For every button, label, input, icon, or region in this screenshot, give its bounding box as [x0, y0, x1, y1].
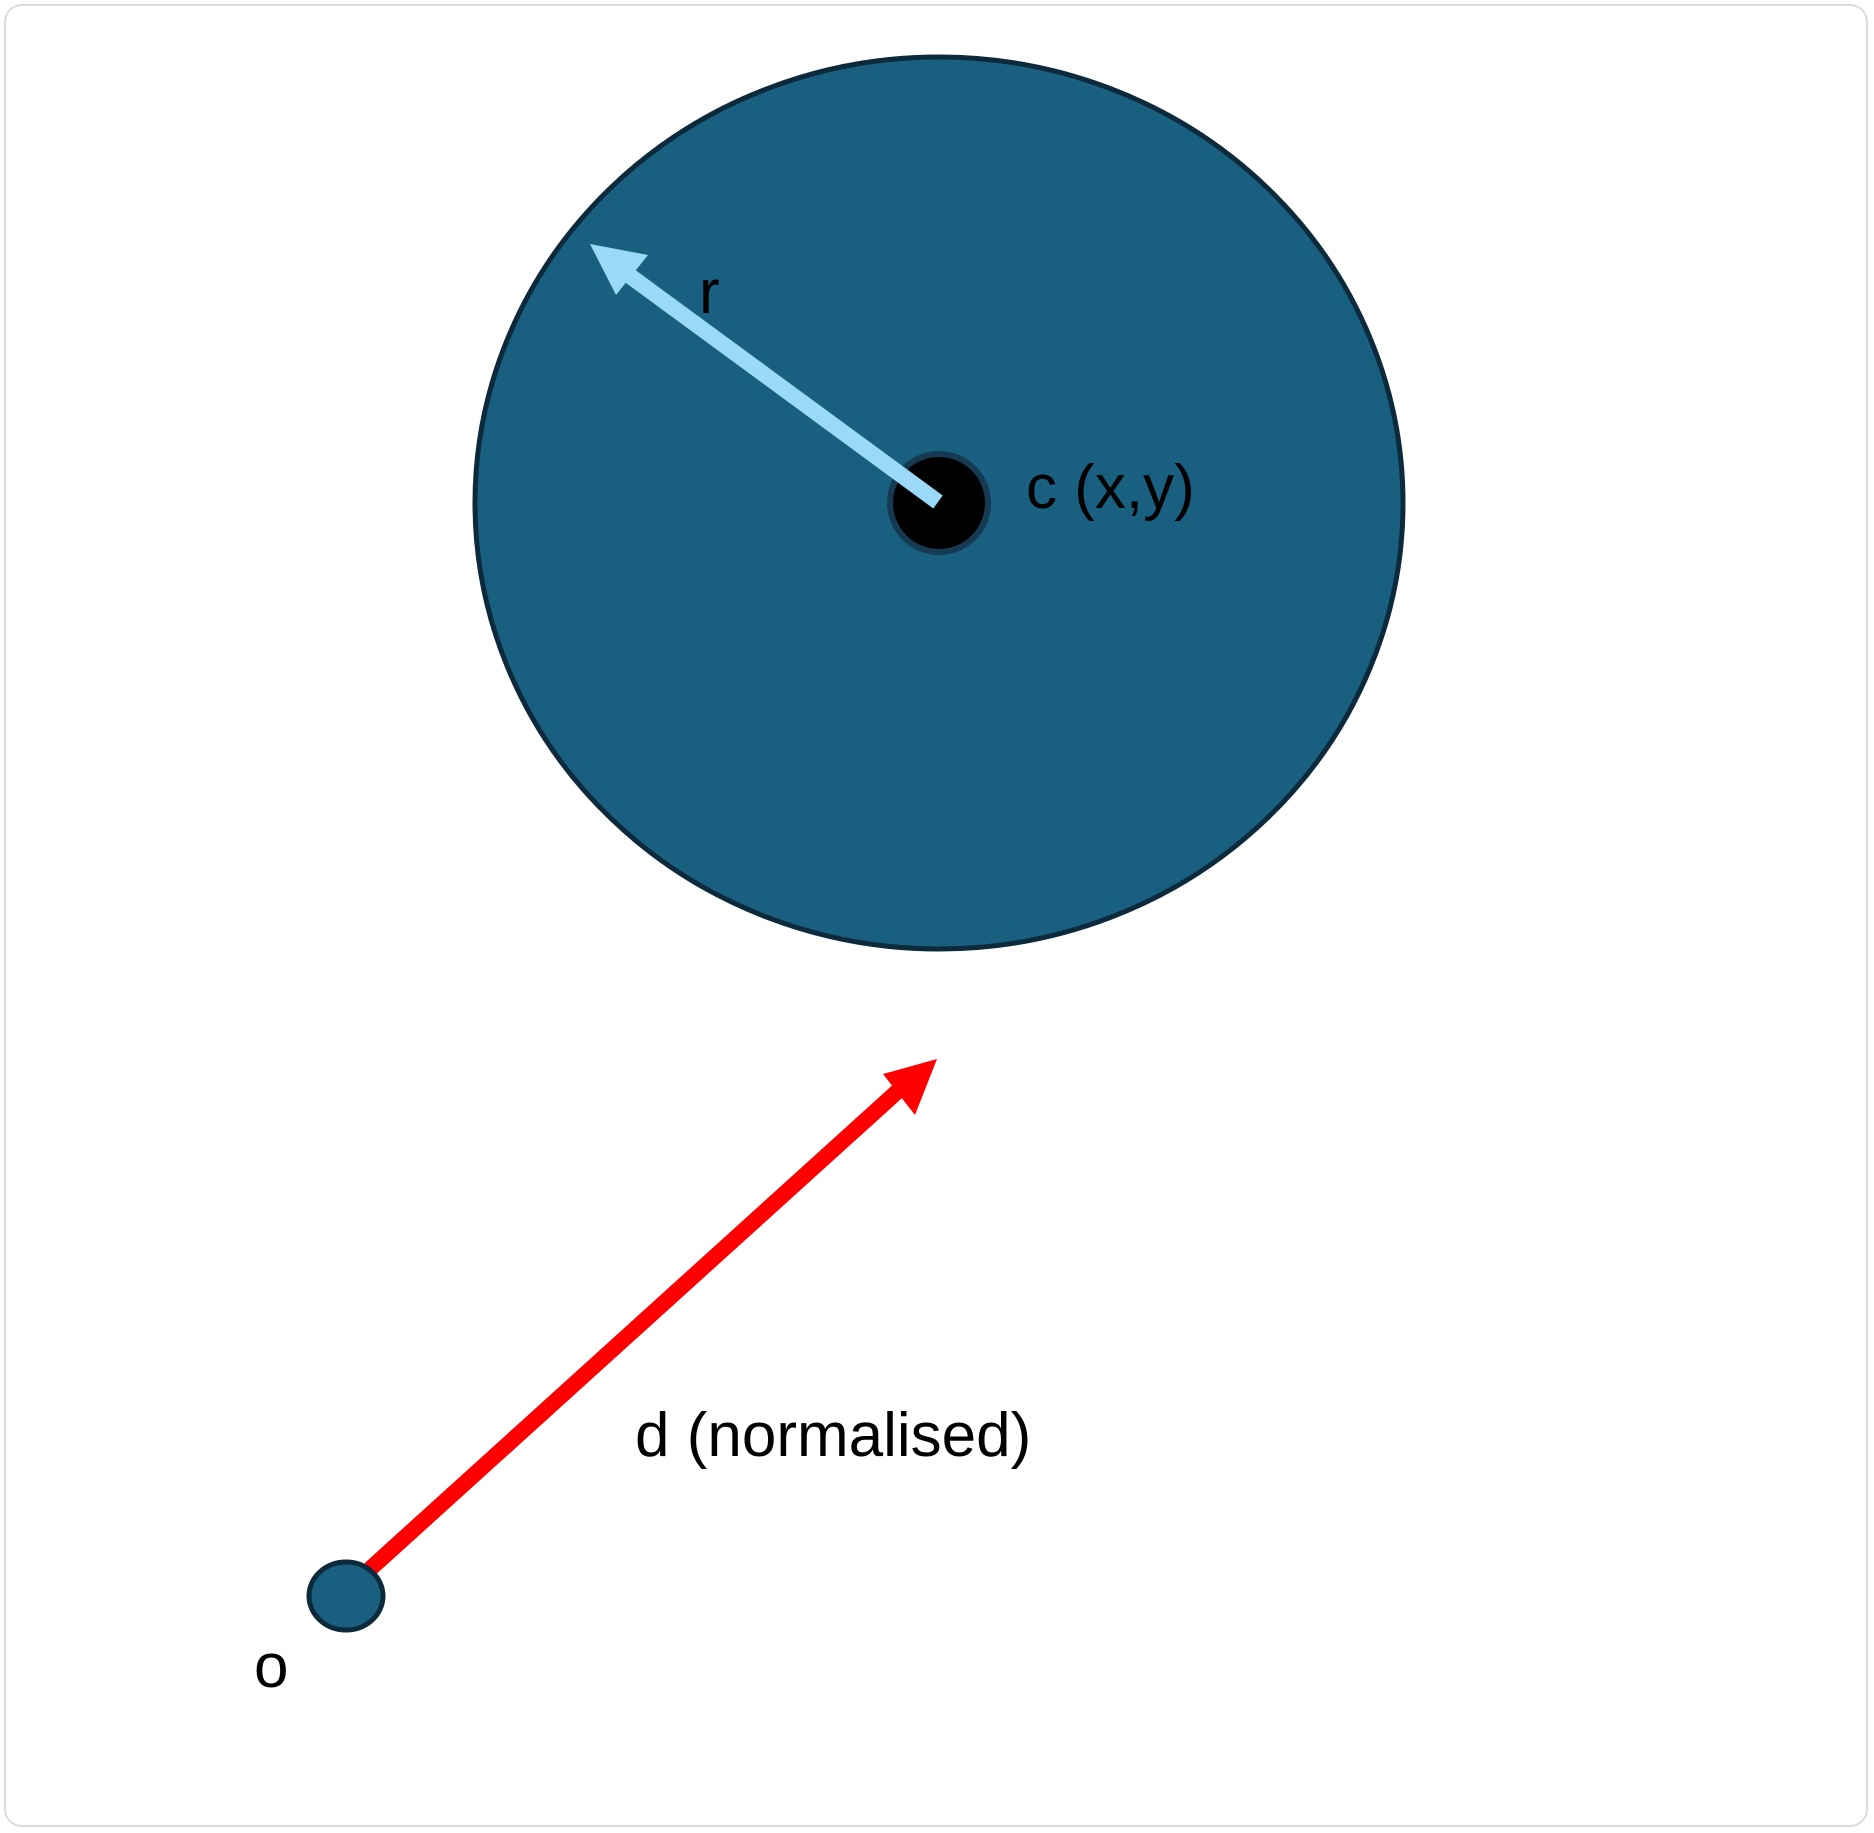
direction-label: d (normalised) [635, 1401, 1031, 1470]
radius-label: r [699, 258, 720, 327]
direction-arrow [364, 1059, 937, 1575]
origin-label: o [254, 1632, 288, 1701]
origin-point [306, 1559, 386, 1633]
center-label: c (x,y) [1026, 453, 1195, 522]
radius-arrow [590, 244, 943, 509]
